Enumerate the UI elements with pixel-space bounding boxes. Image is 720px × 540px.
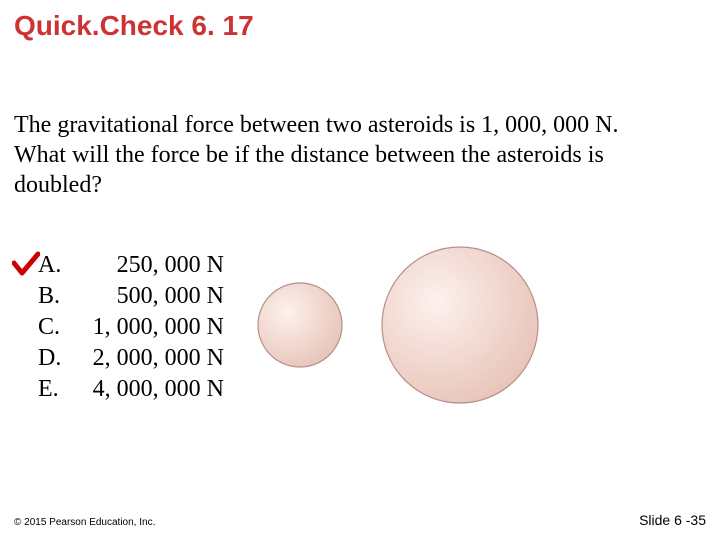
answer-options: A. 250, 000 N B. 500, 000 N C. 1, 000, 0… [38,250,224,405]
option-letter: A. [38,250,74,281]
copyright-text: © 2015 Pearson Education, Inc. [14,517,155,528]
option-row: E. 4, 000, 000 N [38,374,224,405]
slide-number: Slide 6 -35 [639,512,706,528]
asteroids-diagram [250,245,590,405]
option-letter: C. [38,312,74,343]
option-value: 4, 000, 000 N [74,374,224,405]
question-text: The gravitational force between two aste… [14,110,674,200]
small-asteroid [258,283,342,367]
option-letter: D. [38,343,74,374]
option-value: 1, 000, 000 N [74,312,224,343]
option-row: A. 250, 000 N [38,250,224,281]
option-value: 2, 000, 000 N [74,343,224,374]
option-letter: E. [38,374,74,405]
checkmark-icon [12,251,40,277]
option-row: C. 1, 000, 000 N [38,312,224,343]
large-asteroid [382,247,538,403]
option-row: D. 2, 000, 000 N [38,343,224,374]
slide-title: Quick.Check 6. 17 [14,10,254,42]
option-row: B. 500, 000 N [38,281,224,312]
option-value: 500, 000 N [74,281,224,312]
option-letter: B. [38,281,74,312]
option-value: 250, 000 N [74,250,224,281]
